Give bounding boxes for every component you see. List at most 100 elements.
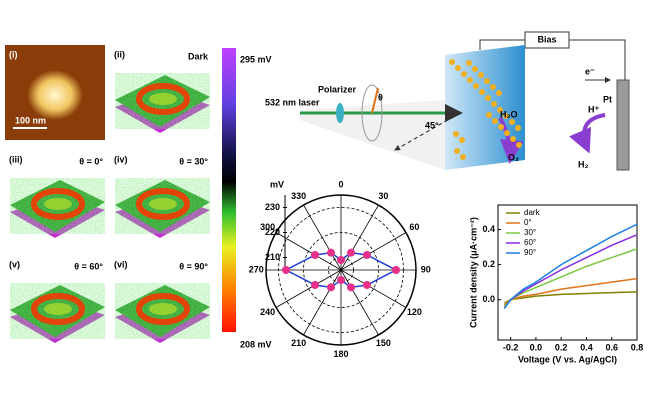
particle-topography bbox=[27, 70, 83, 120]
legend-label: dark bbox=[524, 208, 541, 217]
particle bbox=[516, 142, 522, 148]
o2-label: O₂ bbox=[508, 152, 519, 162]
particle bbox=[455, 65, 461, 71]
kpfm-images: 100 nm (i) Dark (ii) θ = 0° (iii) θ = 30° (iv) θ… bbox=[5, 45, 215, 350]
x-tick-label: 0.6 bbox=[605, 342, 618, 352]
panel-label: (i) bbox=[9, 49, 18, 59]
theta-label: 30 bbox=[378, 191, 388, 201]
particle bbox=[509, 119, 515, 125]
series-line bbox=[503, 223, 638, 309]
colorbar bbox=[222, 48, 236, 332]
polar-point bbox=[327, 248, 335, 257]
pt-electrode bbox=[616, 79, 630, 171]
theta-label: 60 bbox=[409, 222, 419, 232]
bias-label: Bias bbox=[537, 34, 556, 44]
theta-label: 0 bbox=[338, 180, 343, 190]
particle bbox=[479, 89, 485, 95]
particle bbox=[472, 66, 478, 72]
colorbar-max: 295 mV bbox=[240, 54, 272, 64]
polar-spoke bbox=[303, 269, 342, 336]
polarization-axis bbox=[371, 87, 379, 114]
reflected-beam bbox=[394, 112, 461, 151]
panel-label: (iii) bbox=[9, 154, 23, 164]
panel-label: (vi) bbox=[114, 259, 128, 269]
polar-point bbox=[337, 256, 345, 264]
particle bbox=[453, 131, 459, 137]
polar-spoke bbox=[340, 232, 407, 271]
ring-inner bbox=[44, 303, 72, 315]
legend-label: 0° bbox=[524, 218, 532, 227]
y-axis-label: Current density (μA·cm⁻²) bbox=[468, 217, 478, 328]
x-tick-label: -0.2 bbox=[503, 342, 519, 352]
potential-ring bbox=[136, 83, 190, 115]
theta-label: 180 bbox=[333, 349, 348, 359]
y-tick-label: 0.4 bbox=[482, 224, 495, 234]
polar-point bbox=[337, 276, 345, 284]
particle bbox=[510, 136, 516, 142]
reduction-arrow bbox=[569, 113, 606, 154]
condition-label: θ = 0° bbox=[79, 156, 103, 166]
x-tick-label: 0.0 bbox=[530, 342, 543, 352]
polar-spoke bbox=[275, 269, 342, 308]
ring-inner bbox=[149, 198, 177, 210]
potential-ring bbox=[136, 188, 190, 220]
laser-label: 532 nm laser bbox=[265, 97, 320, 107]
ring-inner bbox=[149, 303, 177, 315]
polarizer-label: Polarizer bbox=[318, 84, 357, 94]
beam-plane bbox=[300, 100, 445, 170]
particle bbox=[503, 113, 509, 119]
water-label: H₂O bbox=[500, 109, 518, 119]
particle bbox=[454, 148, 460, 154]
particle bbox=[490, 84, 496, 90]
polar-point bbox=[347, 283, 355, 292]
polar-point bbox=[311, 281, 320, 289]
x-tick-label: 0.4 bbox=[580, 342, 593, 352]
oxidation-arrow bbox=[498, 117, 524, 164]
condition-label: θ = 90° bbox=[179, 261, 208, 271]
scale-bar-label: 100 nm bbox=[15, 115, 46, 125]
particle bbox=[492, 118, 498, 124]
polarizer bbox=[336, 103, 344, 123]
series-line bbox=[503, 291, 638, 304]
x-tick-label: 0.8 bbox=[631, 342, 644, 352]
theta-label: 240 bbox=[260, 307, 275, 317]
legend-label: 90° bbox=[524, 248, 536, 257]
ring-inner bbox=[44, 198, 72, 210]
electron-label: e⁻ bbox=[585, 66, 595, 76]
x-axis-label: Voltage (V vs. Ag/AgCl) bbox=[518, 354, 617, 364]
plot-frame bbox=[497, 204, 638, 341]
particle bbox=[496, 90, 502, 96]
proton-label: H⁺ bbox=[588, 104, 599, 114]
polar-point bbox=[327, 283, 335, 292]
r-tick-label: 210 bbox=[265, 252, 280, 262]
ring-inner bbox=[149, 93, 177, 105]
schematic: Bias e⁻ Pt H⁺ H₂ H₂O O₂ 532 nm laser Pol… bbox=[265, 31, 630, 171]
condition-label: Dark bbox=[188, 51, 209, 61]
theta-label: 300 bbox=[260, 222, 275, 232]
polar-spoke bbox=[275, 232, 342, 271]
polar-spoke bbox=[303, 204, 342, 271]
particle bbox=[467, 77, 473, 83]
theta-label: 150 bbox=[376, 338, 391, 348]
polar-point bbox=[282, 266, 290, 274]
theta-label: 210 bbox=[291, 338, 306, 348]
particle bbox=[497, 107, 503, 113]
particle bbox=[504, 130, 510, 136]
panel-label: (iv) bbox=[114, 154, 128, 164]
polar-point bbox=[362, 281, 371, 289]
legend-label: 60° bbox=[524, 238, 536, 247]
polarization-ring bbox=[361, 84, 383, 142]
potential-ring bbox=[31, 293, 85, 325]
polar-point bbox=[347, 248, 355, 257]
condition-label: θ = 30° bbox=[179, 156, 208, 166]
particle bbox=[491, 101, 497, 107]
particle bbox=[466, 60, 472, 66]
polar-spoke bbox=[340, 204, 379, 271]
polar-spoke bbox=[340, 269, 407, 308]
particle bbox=[515, 125, 521, 131]
particle bbox=[473, 83, 479, 89]
theta-label: 330 bbox=[291, 191, 306, 201]
polar-point bbox=[392, 266, 400, 274]
